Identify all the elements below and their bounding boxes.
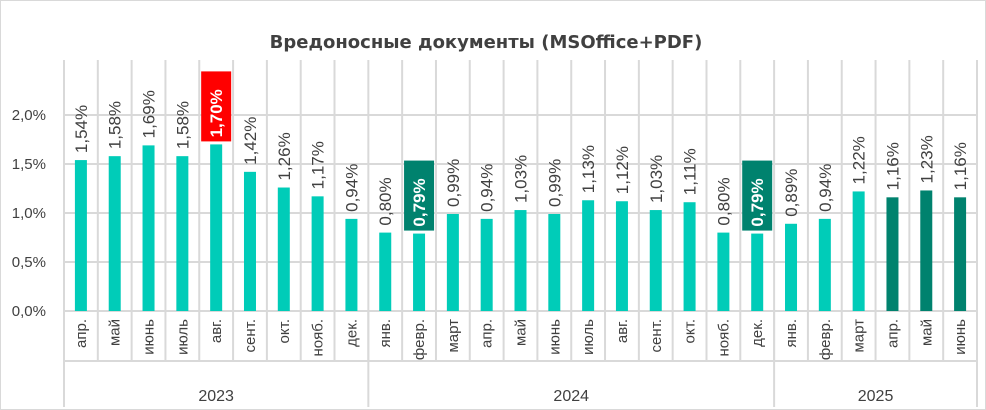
year-label: 2023 [198, 388, 234, 405]
bar [615, 201, 628, 311]
value-label: 1,69% [140, 90, 159, 138]
bar [886, 197, 899, 311]
bar [74, 160, 87, 311]
year-label: 2024 [553, 388, 589, 405]
bar [345, 218, 358, 311]
year-label: 2025 [858, 388, 894, 405]
bar [582, 200, 595, 311]
bar [785, 223, 798, 311]
value-label: 1,16% [951, 142, 970, 190]
bar [954, 197, 967, 311]
bar [142, 145, 155, 311]
bar [514, 210, 527, 311]
month-label: сент. [648, 319, 665, 353]
month-label: июль [174, 319, 191, 355]
value-label-highlight [404, 160, 435, 231]
month-label: нояб. [715, 319, 732, 357]
month-label: июль [580, 319, 597, 355]
bar [480, 218, 493, 311]
month-label: февр. [411, 319, 428, 360]
month-label: февр. [817, 319, 834, 360]
month-label: май [513, 319, 530, 346]
month-label: июнь [546, 319, 563, 355]
month-label: янв. [377, 319, 394, 348]
month-label: май [107, 319, 124, 346]
value-label: 0,80% [376, 177, 395, 225]
bar [379, 232, 392, 311]
month-label: март [851, 319, 868, 353]
bar [277, 187, 290, 311]
month-label: нояб. [310, 319, 327, 357]
month-label: дек. [343, 319, 360, 347]
month-label: янв. [783, 319, 800, 348]
y-tick-label: 1,0% [12, 205, 46, 222]
value-label: 1,26% [275, 132, 294, 180]
bar [243, 171, 256, 311]
month-label: окт. [276, 319, 293, 343]
bar [108, 156, 121, 311]
value-label: 1,16% [883, 142, 902, 190]
bar [683, 202, 696, 311]
month-label: апр. [884, 319, 901, 348]
month-label: дек. [749, 319, 766, 347]
month-label: май [918, 319, 935, 346]
value-label: 0,94% [342, 164, 361, 212]
value-label: 1,03% [512, 155, 531, 203]
value-label: 1,11% [681, 148, 700, 195]
chart-title: Вредоносные документы (MSOffice+PDF) [270, 32, 703, 53]
month-label: апр. [479, 319, 496, 348]
month-label: апр. [73, 319, 90, 348]
value-label: 0,79% [748, 178, 767, 226]
bar [751, 233, 764, 311]
value-label: 0,89% [782, 169, 801, 217]
value-label: 1,23% [917, 135, 936, 183]
month-label: июнь [952, 319, 969, 355]
value-label: 1,70% [207, 89, 226, 137]
bar [311, 196, 324, 311]
bar [920, 190, 933, 311]
y-tick-label: 1,5% [12, 156, 46, 173]
month-label: июнь [141, 319, 158, 355]
value-label: 1,22% [850, 136, 869, 184]
month-label: март [445, 319, 462, 353]
value-label: 1,12% [613, 146, 632, 194]
bar [446, 213, 459, 311]
bar [176, 156, 189, 311]
bar [413, 233, 426, 311]
month-label: авг. [208, 319, 225, 343]
value-label: 0,94% [816, 164, 835, 212]
value-label-highlight [742, 160, 773, 231]
value-label: 1,58% [173, 101, 192, 149]
value-label-highlight [201, 71, 232, 142]
bar [717, 232, 730, 311]
bar [852, 191, 865, 311]
value-label: 1,54% [72, 105, 91, 153]
month-label: авг. [614, 319, 631, 343]
bar [818, 218, 831, 311]
month-label: окт. [682, 319, 699, 343]
y-tick-label: 2,0% [12, 107, 46, 124]
value-label: 1,03% [647, 155, 666, 203]
value-label: 1,42% [241, 117, 260, 165]
value-label: 0,80% [714, 177, 733, 225]
bar [548, 213, 561, 311]
bar [210, 144, 223, 311]
value-label: 1,17% [309, 141, 328, 189]
month-label: сент. [242, 319, 259, 353]
y-tick-label: 0,5% [12, 254, 46, 271]
y-tick-label: 0,0% [12, 303, 46, 320]
value-label: 1,58% [106, 101, 125, 149]
value-label: 0,99% [444, 159, 463, 207]
bar [649, 210, 662, 311]
value-label: 0,99% [545, 159, 564, 207]
value-label: 0,94% [478, 164, 497, 212]
value-label: 0,79% [410, 178, 429, 226]
value-label: 1,13% [579, 145, 598, 193]
